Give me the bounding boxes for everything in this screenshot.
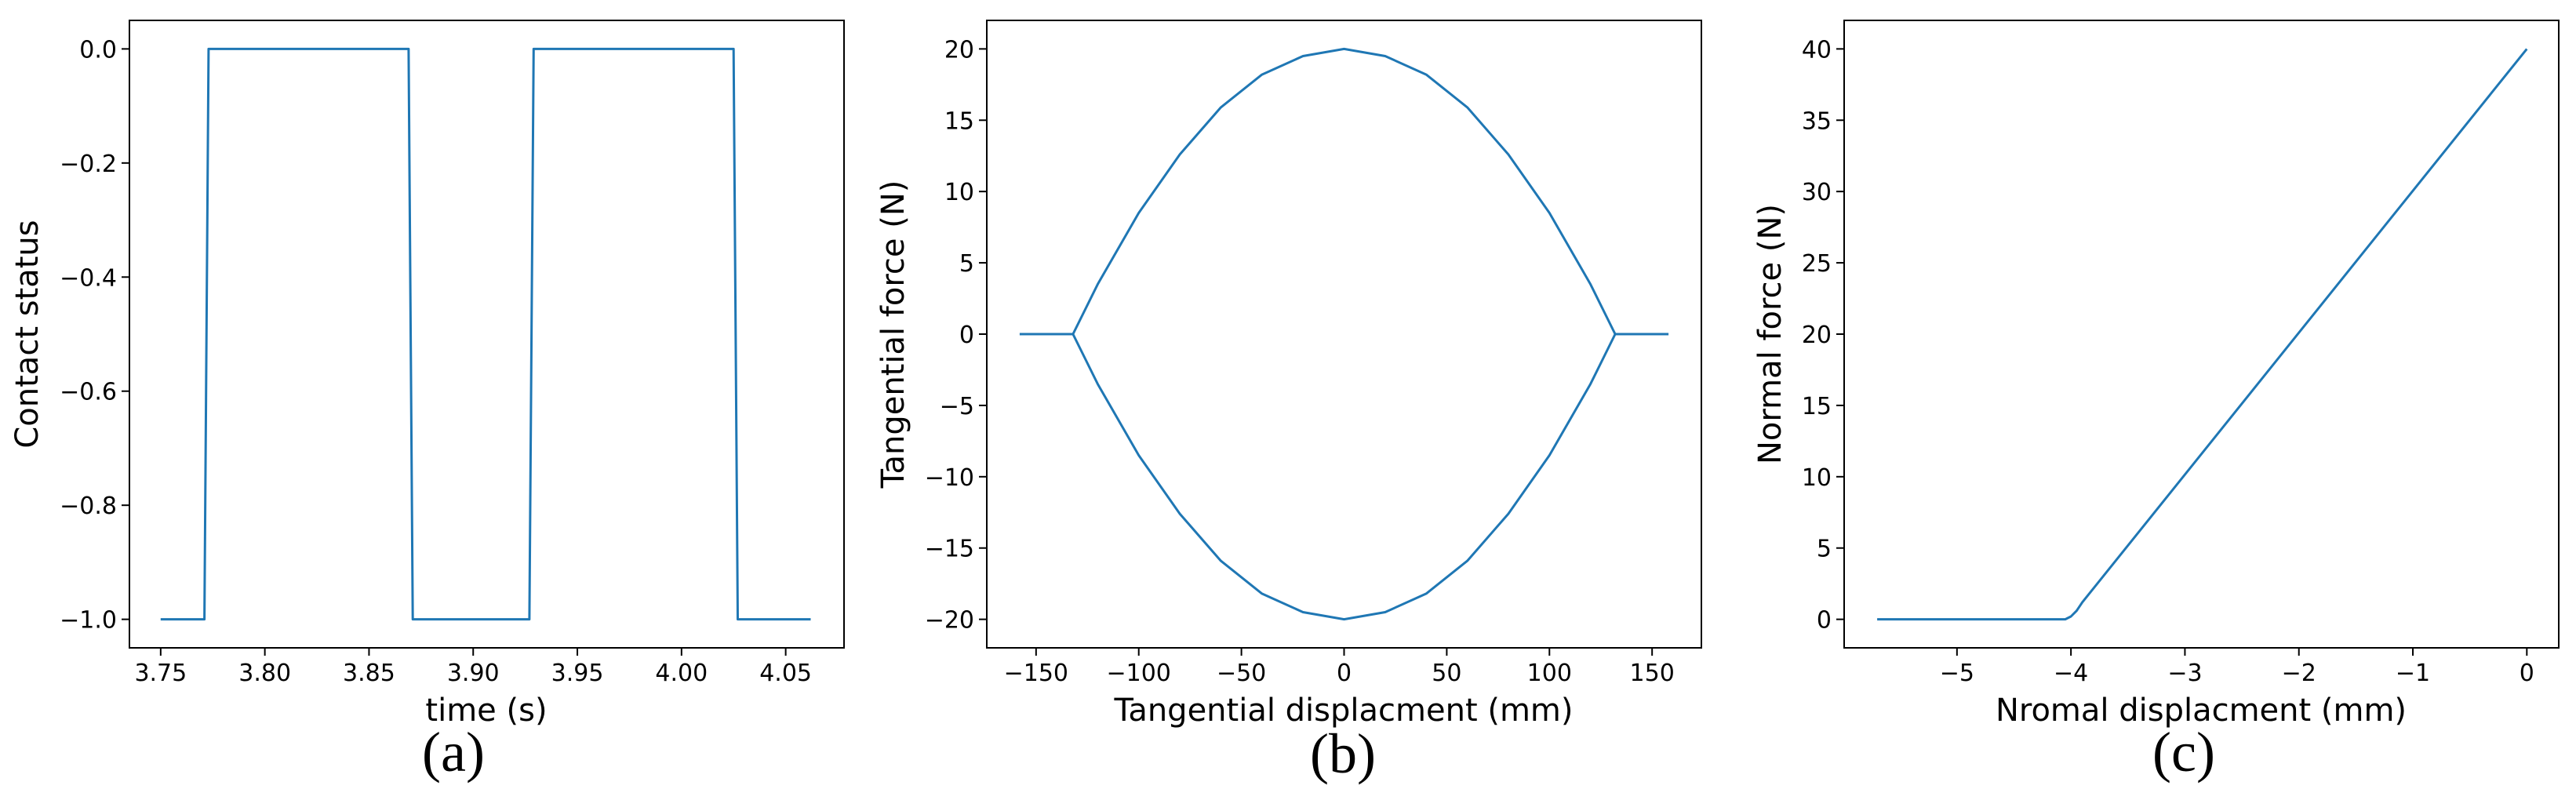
x-tick-label: 0 — [1337, 660, 1352, 687]
subplot-b: −150 −100 −50 0 50 100 150 20151050−5−10−15−20… — [875, 20, 1702, 785]
y-tick-label: 10 — [1802, 464, 1832, 492]
x-tick-label: −5 — [1940, 660, 1974, 687]
plot-frame — [129, 20, 845, 649]
subplot-c: −5 −4 −3 −2 −1 0 40 35 30 25 20 15 10 5 0 Nromal disp… — [1752, 20, 2560, 784]
y-tick-label: −1.0 — [60, 607, 117, 635]
x-ticks: −5 −4 −3 −2 −1 0 — [1940, 648, 2534, 687]
x-tick-label: 3.90 — [447, 660, 500, 687]
lines — [1019, 47, 1669, 621]
y-tick-label: 15 — [1802, 393, 1832, 420]
subplot-a: 3.75 3.80 3.85 3.90 3.95 4.00 4.05 0.0 −0.2 −0.4… — [9, 20, 845, 784]
x-tick-label: −4 — [2054, 660, 2088, 687]
y-tick-label: −15 — [925, 536, 974, 563]
y-tick-label: 10 — [944, 179, 974, 206]
x-tick-label: 4.05 — [759, 660, 812, 687]
x-tick-label: 50 — [1432, 660, 1461, 687]
y-tick-label: 30 — [1802, 179, 1832, 206]
series-line-1 — [1019, 47, 1669, 336]
panel-caption: (c) — [2152, 721, 2215, 784]
y-tick-label: 25 — [1802, 250, 1832, 278]
y-tick-label: 40 — [1802, 36, 1832, 64]
y-tick-label: 0 — [1817, 607, 1832, 635]
x-ticks: 3.75 3.80 3.85 3.90 3.95 4.00 4.05 — [134, 648, 812, 687]
x-tick-label: −100 — [1107, 660, 1171, 687]
y-tick-label: −0.8 — [60, 493, 117, 520]
x-tick-label: 150 — [1630, 660, 1675, 687]
y-axis-label: Normal force (N) — [1752, 204, 1788, 464]
y-tick-label: 0 — [959, 322, 974, 349]
x-tick-label: 3.95 — [551, 660, 604, 687]
y-ticks: 0.0 −0.2 −0.4 −0.6 −0.8 −1.0 — [60, 36, 129, 635]
y-tick-label: −10 — [925, 464, 974, 492]
y-ticks: 40 35 30 25 20 15 10 5 0 — [1802, 36, 1844, 635]
y-tick-label: 20 — [944, 36, 974, 64]
x-tick-label: 4.00 — [655, 660, 708, 687]
x-tick-label: −3 — [2167, 660, 2202, 687]
panel-caption: (b) — [1310, 722, 1376, 785]
y-axis-label: Contact status — [9, 220, 45, 448]
x-tick-label: −50 — [1217, 660, 1266, 687]
x-tick-label: 100 — [1527, 660, 1572, 687]
plot-frame — [986, 20, 1702, 649]
y-tick-label: −0.2 — [60, 151, 117, 178]
y-ticks: 20 15 10 5 0 −5 −10 −15 −20 — [925, 36, 987, 635]
x-ticks: −150 −100 −50 0 50 100 150 — [1004, 648, 1675, 687]
x-axis-label: Tangential displacment (mm) — [1114, 693, 1574, 729]
plot-frame — [1843, 20, 2560, 649]
series-line-1 — [1877, 48, 2528, 621]
x-axis-label: time (s) — [425, 693, 547, 729]
y-axis-label: Tangential force (N) — [875, 180, 911, 489]
y-tick-label: 0.0 — [79, 36, 117, 64]
x-tick-label: 0 — [2520, 660, 2534, 687]
y-tick-label: 20 — [1802, 322, 1832, 349]
x-tick-label: −1 — [2396, 660, 2430, 687]
x-tick-label: 3.80 — [238, 660, 291, 687]
series-line-1 — [160, 47, 811, 621]
y-tick-label: 35 — [1802, 107, 1832, 135]
lines — [160, 47, 811, 621]
lines — [1877, 48, 2528, 621]
x-axis-label: Nromal displacment (mm) — [1996, 693, 2407, 729]
y-tick-label: −20 — [925, 607, 974, 635]
x-tick-label: −2 — [2282, 660, 2316, 687]
y-tick-label: 5 — [1817, 536, 1832, 563]
x-tick-label: 3.85 — [343, 660, 395, 687]
y-tick-label: −0.4 — [60, 264, 117, 292]
y-tick-label: −0.6 — [60, 379, 117, 406]
x-tick-label: −150 — [1004, 660, 1068, 687]
y-tick-label: 5 — [959, 250, 974, 278]
series-line-2 — [1072, 333, 1617, 621]
x-tick-label: 3.75 — [134, 660, 187, 687]
panel-caption: (a) — [422, 721, 485, 784]
y-tick-label: −5 — [940, 393, 974, 420]
y-tick-label: 15 — [944, 107, 974, 135]
